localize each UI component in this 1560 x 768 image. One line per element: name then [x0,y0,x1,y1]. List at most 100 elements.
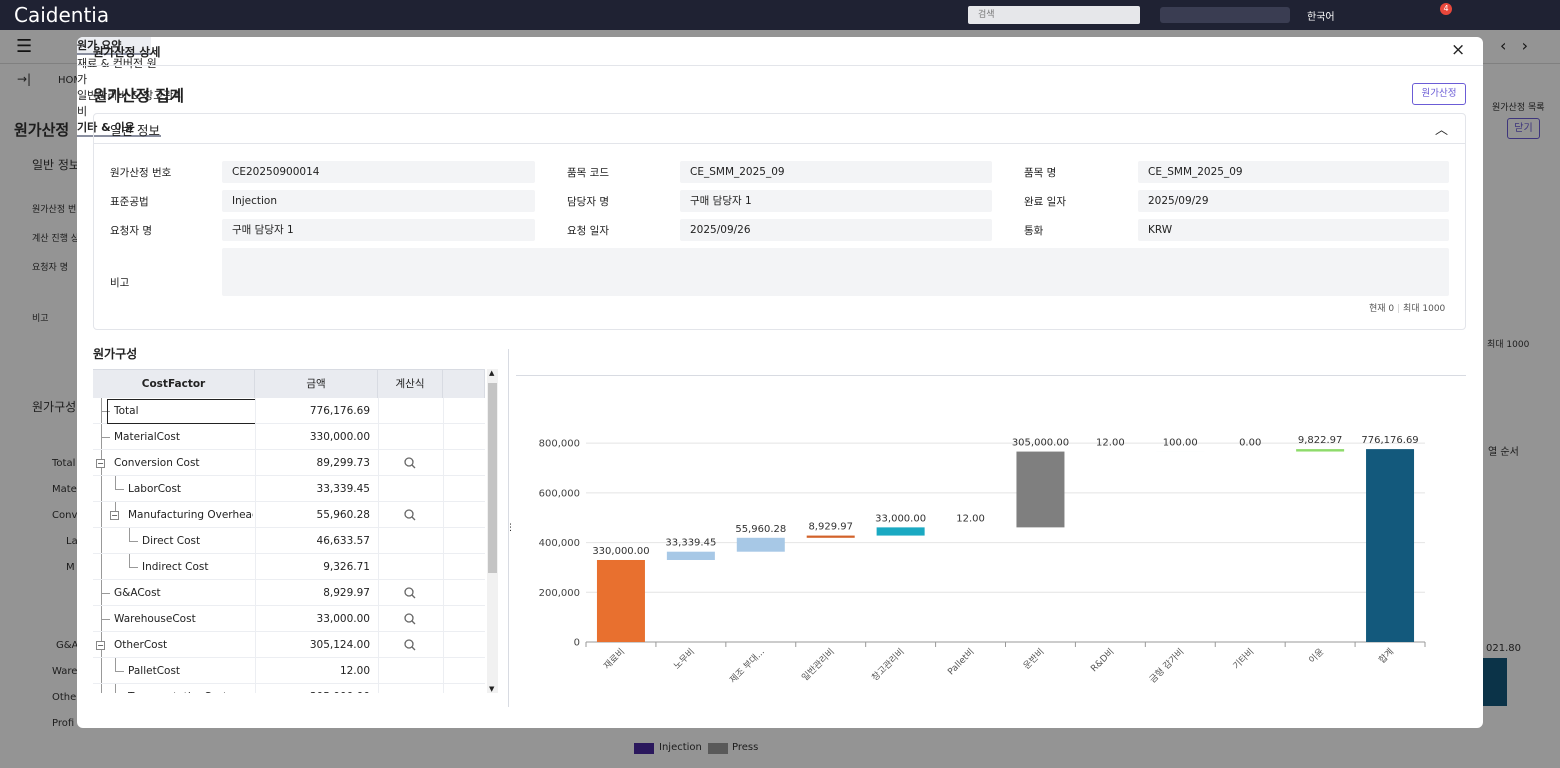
modal-title: 원가산정 상세 [93,44,160,60]
value-label: 33,000.00 [875,513,926,524]
value-label: 12.00 [956,513,985,524]
formula-icon[interactable] [404,639,416,651]
row-amount: 305,124.00 [255,632,370,658]
field-label: 표준공법 [110,194,149,209]
cell-border [255,528,256,554]
divider [94,143,1465,144]
x-tick-label: 운반비 [1021,646,1046,671]
heading: 원가산정 집계 [93,84,184,106]
modal-close[interactable]: × [1451,40,1465,60]
expander[interactable]: − [96,459,105,468]
row-amount: 330,000.00 [255,424,370,450]
bar [667,552,715,560]
table-row[interactable]: −Conversion Cost89,299.73 [93,450,485,476]
expander[interactable]: − [96,641,105,650]
cell-border [378,554,379,580]
table-row[interactable]: WarehouseCost33,000.00 [93,606,485,632]
formula-icon[interactable] [404,587,416,599]
value-label: 0.00 [1239,438,1261,449]
modal: 원가산정 상세 × 원가산정 집계 원가산정 일반 정보 ︿ 원가산정 번호CE… [77,37,1483,728]
table-row[interactable]: −Manufacturing OverheadCost55,960.28 [93,502,485,528]
language[interactable]: 한국어 [1307,8,1335,23]
cell-border [255,658,256,684]
table-row[interactable]: MaterialCost330,000.00 [93,424,485,450]
scrollbar[interactable]: ▲▼ [487,369,498,693]
row-name: LaborCost [128,476,253,502]
tree-line [115,658,116,671]
cell-border [443,476,444,502]
x-tick-label: 일반관리비 [800,646,837,683]
table-row[interactable]: PalletCost12.00 [93,658,485,684]
field-label: 요청 일자 [567,223,609,238]
row-amount: 33,000.00 [255,606,370,632]
cell-border [255,502,256,528]
table-row[interactable]: LaborCost33,339.45 [93,476,485,502]
cell-border [255,580,256,606]
formula-icon[interactable] [404,457,416,469]
x-tick-label: 기타비 [1231,646,1256,671]
row-name: TransportationCost [128,684,253,693]
value-label: 100.00 [1163,438,1198,449]
counter-current: 현재 0 [1369,304,1394,314]
cell-border [255,684,256,693]
collapse-chevron[interactable]: ︿ [1435,119,1448,138]
field-label: 원가산정 번호 [110,165,171,180]
cart-badge: 4 [1440,3,1452,15]
counter-max: 최대 1000 [1403,304,1445,314]
cell-border [443,528,444,554]
value-label: 330,000.00 [592,546,649,557]
y-tick-label: 600,000 [539,488,580,499]
row-amount: 8,929.97 [255,580,370,606]
bar [877,527,925,535]
value-label: 8,929.97 [808,522,853,533]
field-label: 요청자 명 [110,223,152,238]
value-label: 305,000.00 [1012,438,1069,449]
search-placeholder: 검색 [978,10,995,20]
action-button[interactable]: 원가산정 [1412,83,1466,105]
cell-border [378,502,379,528]
value-label: 55,960.28 [735,524,786,535]
composition-title: 원가구성 [93,345,137,362]
field-label: 품목 명 [1024,165,1056,180]
table-row[interactable]: Indirect Cost9,326.71 [93,554,485,580]
tree-connector [129,541,138,542]
x-tick-label: Pallet비 [946,646,977,677]
cell-border [443,684,444,693]
formula-icon[interactable] [404,509,416,521]
tree-line [115,476,116,489]
splitter-handle[interactable]: ⋮ [506,523,515,533]
search[interactable]: 검색 [968,6,1140,24]
tree-line [115,684,116,693]
cell-border [378,450,379,476]
row-amount: 89,299.73 [255,450,370,476]
cell-border [443,502,444,528]
field-value: CE20250900014 [222,161,535,183]
cell-border [378,528,379,554]
note-label: 비고 [110,275,129,290]
table-row[interactable]: TransportationCost305,000.00 [93,684,485,693]
cell-border [378,684,379,693]
cell-border [378,632,379,658]
x-tick-label: 창고관리비 [870,646,907,683]
x-tick-label: 합계 [1376,646,1396,666]
x-tick-label: 제조 부대... [728,646,767,685]
row-amount: 305,000.00 [255,684,370,693]
row-amount: 9,326.71 [255,554,370,580]
table-row[interactable]: G&ACost8,929.97 [93,580,485,606]
cell-border [443,398,444,424]
note-textarea[interactable] [222,248,1449,296]
tree-connector [101,437,110,438]
row-amount: 776,176.69 [255,398,370,424]
field-value: Injection [222,190,535,212]
cell-border [255,476,256,502]
table-header: 금액 [255,370,378,398]
table-row[interactable]: Direct Cost46,633.57 [93,528,485,554]
formula-icon[interactable] [404,613,416,625]
expander[interactable]: − [110,511,119,520]
cell-border [378,476,379,502]
table-row[interactable]: −OtherCost305,124.00 [93,632,485,658]
table-row[interactable]: Total776,176.69 [93,398,485,424]
y-tick-label: 0 [574,638,580,649]
row-amount: 33,339.45 [255,476,370,502]
row-name: WarehouseCost [114,606,253,632]
